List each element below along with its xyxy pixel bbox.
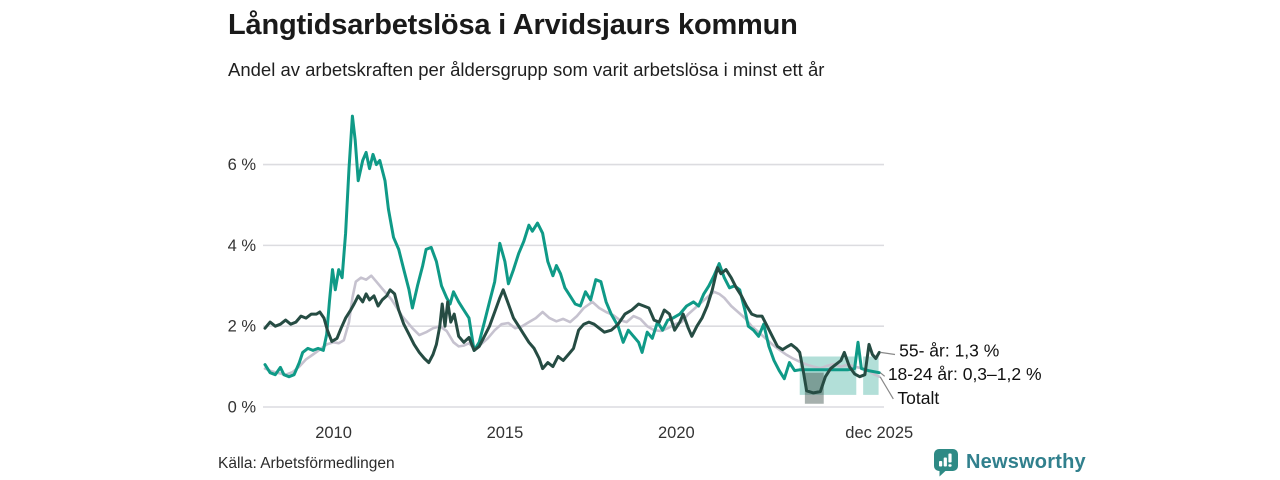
page-title: Långtidsarbetslösa i Arvidsjaurs kommun [228,9,798,41]
annotation-label: Totalt [897,388,939,408]
x-tick-label: 2015 [487,424,524,442]
y-tick-label: 6 % [228,156,257,174]
annotation-connector [880,351,896,356]
series-line-Totalt [263,274,881,379]
y-tick-label: 2 % [228,318,257,336]
source-note: Källa: Arbetsförmedlingen [218,455,395,472]
x-tick-label: 2020 [658,424,695,442]
brand-name: Newsworthy [966,451,1086,473]
chart-subtitle: Andel av arbetskraften per åldersgrupp s… [228,59,825,80]
annotation-connector [879,372,886,377]
uncertainty-band [804,372,824,404]
x-tick-label: 2010 [315,424,352,442]
x-tick-label: dec 2025 [845,424,913,442]
y-tick-label: 4 % [228,237,257,255]
newsworthy-logo[interactable]: Newsworthy [933,448,1086,477]
annotation-label: 55- år: 1,3 % [899,340,999,360]
y-tick-label: 0 % [228,399,257,417]
annotation-label: 18-24 år: 0,3–1,2 % [888,364,1042,384]
series-line-18-24 år [263,114,881,381]
annotation-connector [879,376,894,400]
newsworthy-logo-icon [933,448,959,477]
series-line-55- år [263,266,881,395]
